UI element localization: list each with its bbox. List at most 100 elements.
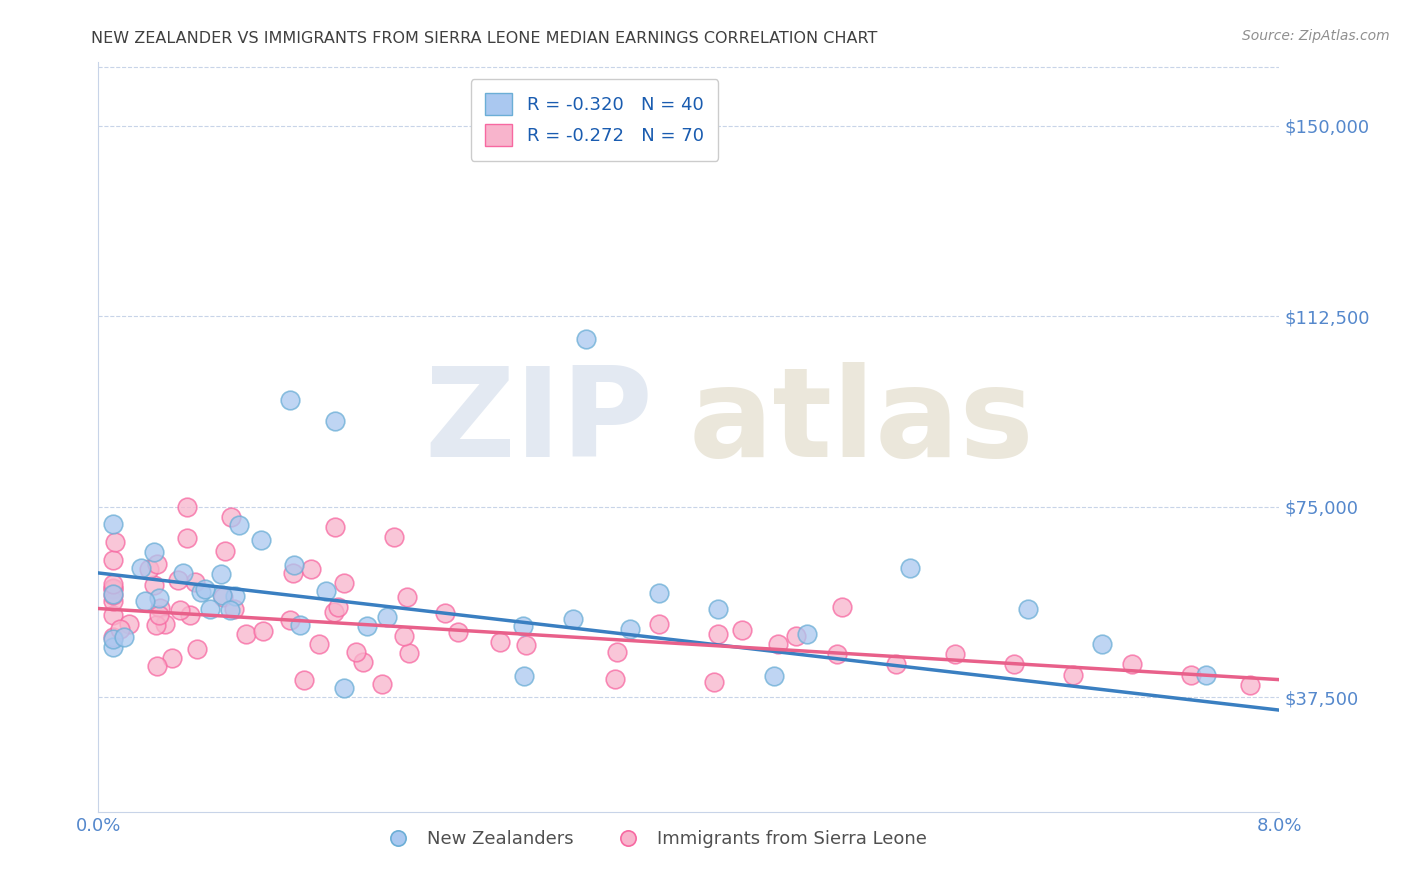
Point	[103, 587, 125, 601]
Point	[603, 672, 626, 686]
Point	[1180, 667, 1202, 681]
Point	[209, 566, 232, 581]
Point	[211, 588, 233, 602]
Point	[138, 562, 160, 576]
Point	[176, 531, 198, 545]
Point	[323, 520, 346, 534]
Point	[235, 627, 257, 641]
Point	[179, 608, 201, 623]
Point	[900, 561, 922, 575]
Point	[308, 637, 330, 651]
Point	[155, 617, 177, 632]
Point	[214, 543, 236, 558]
Point	[825, 647, 848, 661]
Point	[172, 566, 194, 581]
Point	[250, 533, 273, 547]
Point	[194, 582, 217, 596]
Point	[943, 647, 966, 661]
Point	[375, 610, 398, 624]
Text: Source: ZipAtlas.com: Source: ZipAtlas.com	[1241, 29, 1389, 43]
Point	[1091, 637, 1114, 651]
Point	[129, 560, 152, 574]
Point	[118, 617, 141, 632]
Point	[103, 607, 125, 622]
Point	[280, 393, 302, 408]
Point	[222, 602, 245, 616]
Point	[315, 583, 337, 598]
Point	[103, 631, 125, 645]
Point	[831, 599, 853, 614]
Point	[371, 676, 394, 690]
Point	[619, 622, 641, 636]
Point	[512, 618, 534, 632]
Point	[766, 637, 789, 651]
Point	[447, 625, 470, 640]
Point	[184, 574, 207, 589]
Point	[103, 582, 125, 597]
Point	[322, 605, 344, 619]
Point	[513, 669, 536, 683]
Point	[731, 623, 754, 637]
Point	[167, 573, 190, 587]
Point	[103, 577, 125, 591]
Point	[142, 545, 165, 559]
Point	[149, 600, 172, 615]
Point	[707, 601, 730, 615]
Point	[221, 510, 243, 524]
Point	[198, 601, 221, 615]
Point	[134, 594, 156, 608]
Point	[169, 603, 191, 617]
Point	[707, 627, 730, 641]
Point	[103, 640, 125, 654]
Point	[143, 578, 166, 592]
Point	[575, 332, 598, 346]
Text: atlas: atlas	[689, 361, 1035, 483]
Point	[103, 588, 125, 602]
Point	[1195, 667, 1218, 681]
Point	[356, 618, 378, 632]
Point	[103, 632, 125, 646]
Point	[648, 586, 671, 600]
Point	[1239, 678, 1261, 692]
Point	[146, 659, 169, 673]
Point	[333, 681, 356, 696]
Text: NEW ZEALANDER VS IMMIGRANTS FROM SIERRA LEONE MEDIAN EARNINGS CORRELATION CHART: NEW ZEALANDER VS IMMIGRANTS FROM SIERRA …	[91, 31, 877, 46]
Point	[796, 627, 818, 641]
Point	[1062, 667, 1084, 681]
Point	[186, 642, 208, 657]
Point	[108, 622, 131, 636]
Point	[176, 500, 198, 514]
Point	[606, 645, 628, 659]
Point	[212, 591, 235, 605]
Point	[433, 606, 456, 620]
Point	[103, 517, 125, 532]
Point	[703, 674, 725, 689]
Point	[763, 669, 786, 683]
Point	[145, 618, 167, 632]
Point	[344, 645, 367, 659]
Point	[148, 591, 170, 605]
Point	[1121, 657, 1143, 672]
Point	[160, 651, 183, 665]
Point	[190, 584, 212, 599]
Point	[103, 581, 125, 595]
Point	[352, 655, 374, 669]
Point	[326, 600, 349, 615]
Point	[1002, 657, 1025, 672]
Point	[288, 617, 311, 632]
Point	[112, 630, 135, 644]
Point	[252, 624, 274, 638]
Point	[396, 590, 419, 604]
Text: ZIP: ZIP	[425, 361, 654, 483]
Point	[515, 638, 537, 652]
Point	[228, 517, 250, 532]
Point	[394, 629, 416, 643]
Legend: New Zealanders, Immigrants from Sierra Leone: New Zealanders, Immigrants from Sierra L…	[373, 822, 934, 855]
Point	[148, 608, 170, 623]
Point	[103, 594, 125, 608]
Point	[382, 530, 405, 544]
Point	[489, 635, 512, 649]
Point	[292, 673, 315, 687]
Point	[283, 558, 305, 572]
Point	[1018, 601, 1040, 615]
